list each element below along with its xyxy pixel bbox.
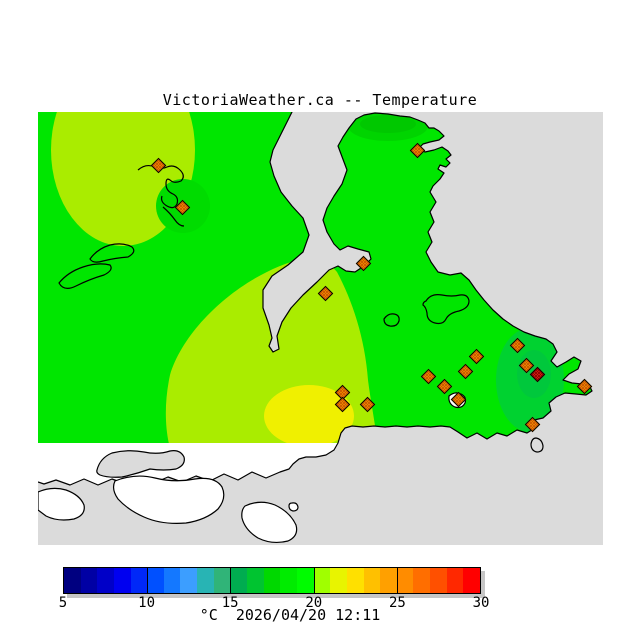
units-label: °C (199, 606, 218, 624)
colorbar-segment (163, 568, 181, 593)
colorbar-tick-labels: 5 10 15 20 25 30 (59, 595, 490, 611)
lake-outline-b (58, 263, 112, 289)
lake-outline-a (89, 243, 135, 263)
page-title: VictoriaWeather.ca -- Temperature (162, 91, 478, 109)
colorbar-segment (97, 568, 114, 593)
land-islet-view-royal (96, 450, 185, 478)
caption-separator (218, 606, 236, 624)
colorbar-tick-label: 20 (305, 595, 323, 611)
islet-trial (530, 437, 544, 453)
colorbar-tick-line (230, 568, 232, 593)
datetime-label: 2026/04/20 12:11 (235, 606, 381, 624)
weather-map (38, 112, 603, 545)
colorbar-segment (430, 568, 447, 593)
colorbar-tick-label: 25 (388, 595, 406, 611)
cool-cap-north-core (360, 115, 416, 133)
colorbar-segment (180, 568, 198, 593)
colorbar-tick-label: 30 (472, 595, 490, 611)
map-graphic (38, 112, 603, 545)
colorbar-segment (380, 568, 397, 593)
colorbar-segment (280, 568, 297, 593)
coastline (38, 112, 593, 486)
colorbar-segment (64, 568, 81, 593)
colorbar-segment (230, 568, 248, 593)
colorbar-segment (197, 568, 214, 593)
colorbar-segment (263, 568, 281, 593)
island-james (422, 294, 470, 325)
temperature-blobs (51, 112, 564, 443)
colorbar-segment (446, 568, 464, 593)
colorbar-tick-line (396, 568, 398, 593)
colorbar-segment (413, 568, 431, 593)
colorbar-segment (247, 568, 264, 593)
colorbar-segment (396, 568, 414, 593)
colorbar-tick-label: 10 (138, 595, 156, 611)
colorbar-segment (463, 568, 481, 593)
colorbar-segment (313, 568, 331, 593)
water-victoria-harbour (241, 501, 298, 544)
colorbar-segment (113, 568, 131, 593)
water-harbour-islet (288, 502, 299, 512)
hot-spot (264, 385, 354, 443)
colorbar (63, 567, 481, 594)
colorbar-segment (130, 568, 148, 593)
units-datetime-caption: °C 2026/04/20 12:11 (0, 606, 580, 624)
colorbar-segment (213, 568, 231, 593)
island-sidney (383, 313, 400, 327)
colorbar-tick-line (313, 568, 315, 593)
colorbar-tick-label: 5 (58, 595, 68, 611)
colorbar-segment (330, 568, 347, 593)
water-lagoon-west (38, 487, 85, 521)
colorbar-segment (296, 568, 314, 593)
colorbar-tick-label: 15 (221, 595, 239, 611)
colorbar-segment (80, 568, 98, 593)
colorbar-segment (147, 568, 164, 593)
water-esquimalt-harbour (112, 475, 225, 524)
coast-fragment-hatch-point (162, 206, 185, 227)
colorbar-tick-line (147, 568, 149, 593)
colorbar-segment (346, 568, 364, 593)
colorbar-segment (363, 568, 381, 593)
